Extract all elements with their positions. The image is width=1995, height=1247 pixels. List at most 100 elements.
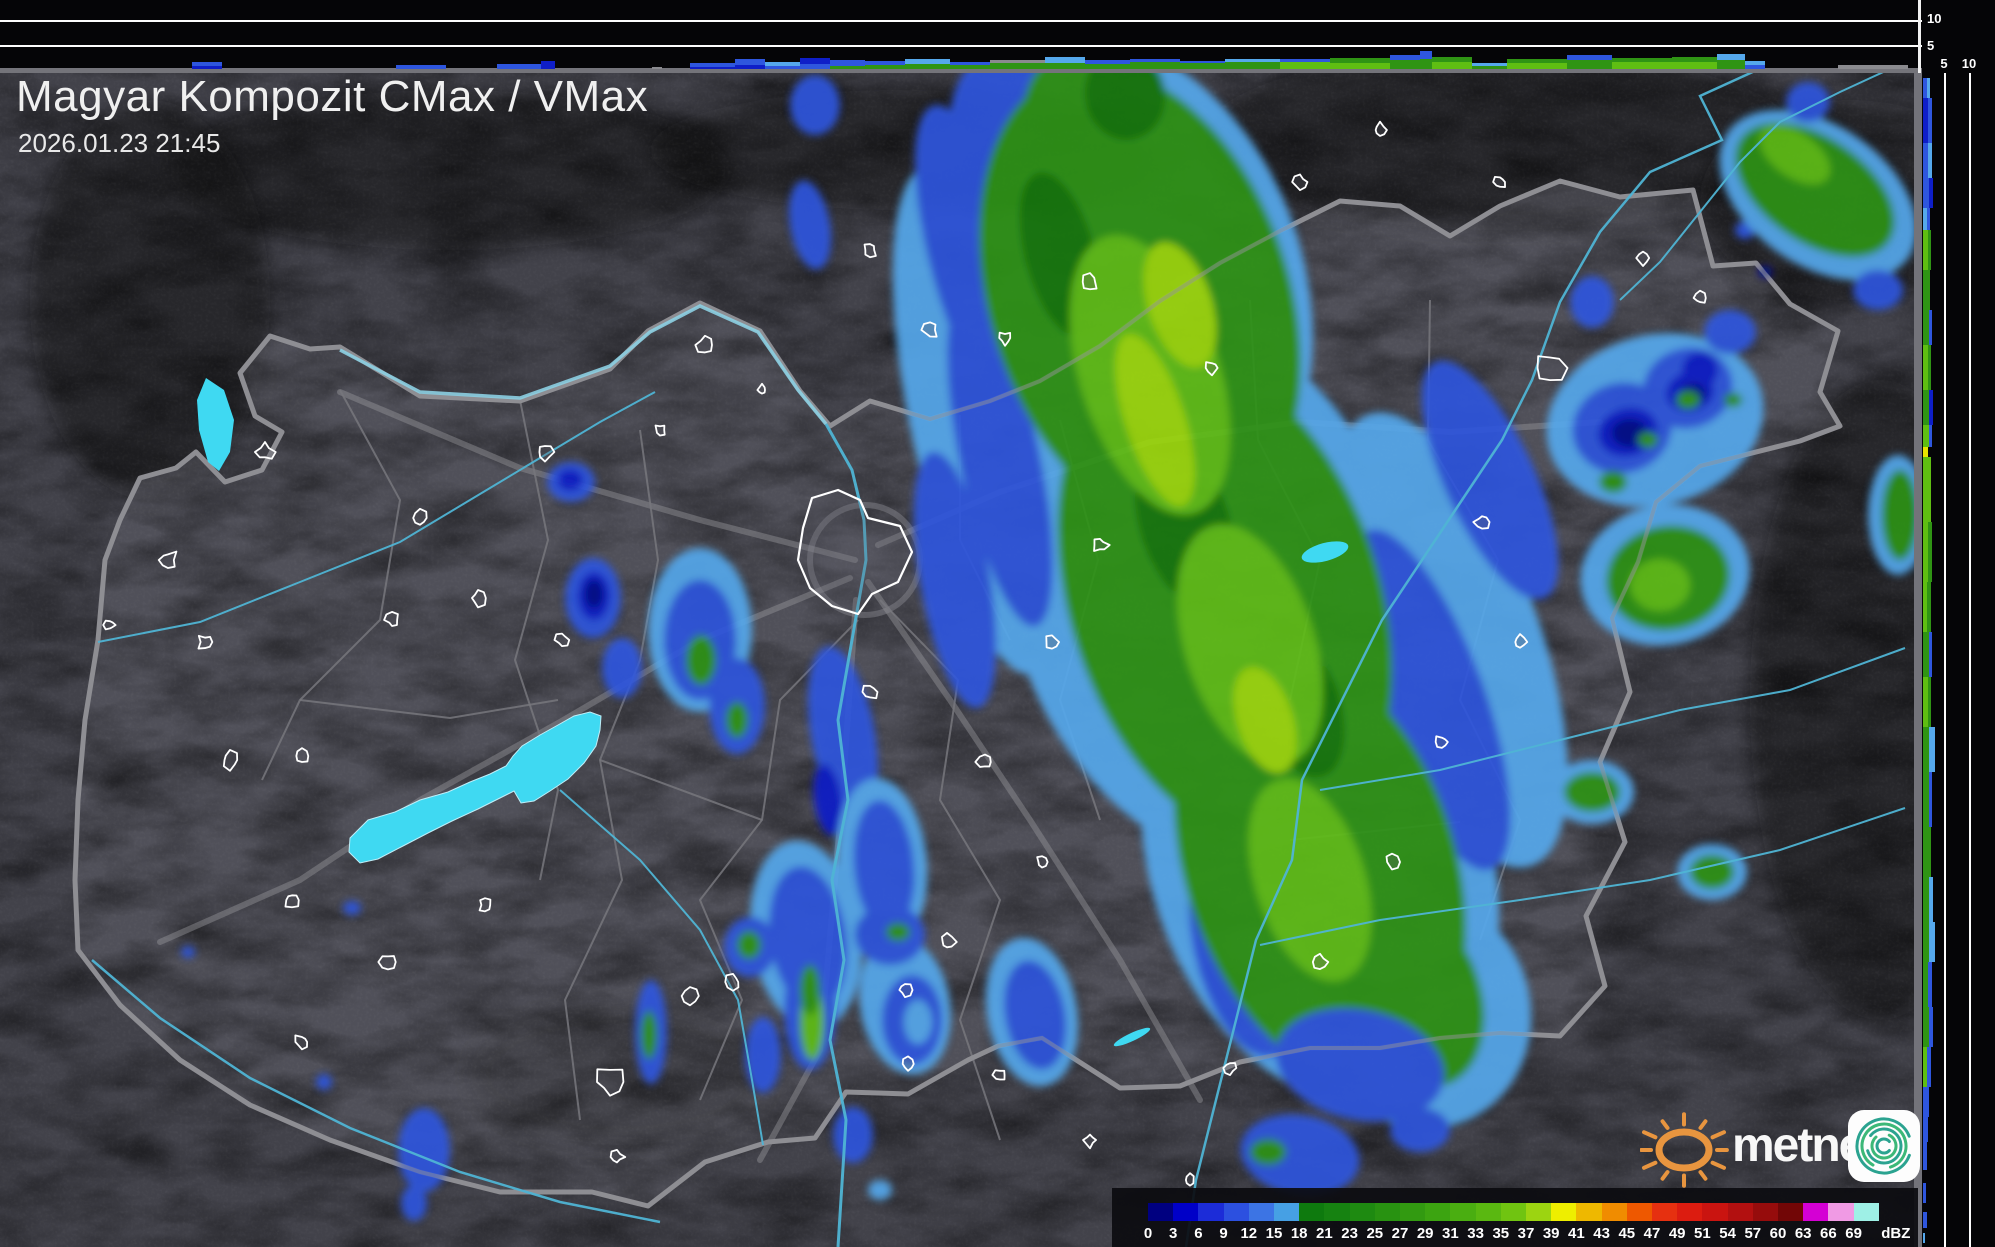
echo-blob: [1250, 1139, 1286, 1165]
top-profile-column-base: [192, 66, 222, 69]
top-profile-column: [735, 58, 765, 69]
city-outline: [1385, 852, 1401, 871]
echo-blob: [602, 638, 642, 698]
top-profile-column-base: [1330, 63, 1390, 69]
echo-blob: [1638, 432, 1658, 448]
scale-tick-label: 18: [1290, 1225, 1308, 1242]
echo-blob: [1630, 559, 1690, 611]
echo-blob: [401, 1185, 427, 1221]
scale-tick-label: 23: [1341, 1225, 1358, 1242]
right-profile-row-base: [1923, 98, 1928, 143]
city-outline: [680, 986, 700, 1007]
echo-blob: [343, 901, 361, 915]
top-profile-column-base: [830, 65, 865, 69]
top-profile-gridline-10km: [0, 20, 1922, 22]
top-profile-column-base: [990, 63, 1045, 69]
scale-swatch: [1803, 1203, 1829, 1221]
right-profile-row: [1923, 1212, 1928, 1228]
top-profile-column-base: [1225, 61, 1280, 69]
right-profile-row-base: [1923, 582, 1928, 632]
city-outline: [898, 983, 914, 999]
right-profile-row: [1923, 1047, 1932, 1087]
city-outline: [284, 894, 300, 909]
echo-blob: [1676, 391, 1700, 409]
top-profile-column: [192, 61, 222, 69]
city-outline: [553, 632, 571, 648]
county-border: [599, 759, 763, 821]
right-profile-row: [1923, 98, 1933, 143]
echo-blob: [1759, 125, 1831, 185]
echo-blob: [726, 702, 748, 738]
top-profile-column-base: [800, 64, 830, 69]
top-height-profile-strip: [0, 0, 1922, 73]
echo-blob: [181, 946, 195, 958]
right-profile-row-base: [1923, 345, 1928, 390]
city-outline: [1184, 1172, 1195, 1187]
echo-blob: [800, 965, 820, 1015]
scale-tick-label: 39: [1542, 1225, 1560, 1242]
scale-tick-label: 29: [1416, 1225, 1434, 1242]
country-border-overlay: [72, 178, 1843, 1209]
echo-blob: [1690, 855, 1734, 889]
echo-blob: [904, 1000, 932, 1044]
scale-swatch: [1551, 1203, 1577, 1221]
top-profile-column-base: [1472, 66, 1507, 69]
scale-tick-label: 57: [1744, 1225, 1762, 1242]
map-right-border-bar: [1914, 73, 1922, 1247]
scale-tick-label: 60: [1769, 1225, 1787, 1242]
right-profile-row-base: [1923, 270, 1928, 310]
right-profile-row-base: [1923, 1117, 1926, 1142]
right-profile-row: [1923, 1087, 1930, 1117]
scale-tick-label: 45: [1618, 1225, 1636, 1242]
city-outline: [1082, 1133, 1097, 1150]
scale-tick-label: 12: [1240, 1225, 1258, 1242]
right-profile-row-base: [1923, 827, 1928, 877]
scale-tick-label: 63: [1794, 1225, 1812, 1242]
city-outline: [471, 589, 487, 609]
scale-swatch: [1853, 1203, 1879, 1221]
scale-swatch: [1626, 1203, 1652, 1221]
county-border: [513, 399, 560, 881]
echo-blob: [585, 580, 603, 608]
top-profile-column-base: [690, 66, 735, 69]
danube-border-river: [339, 304, 828, 426]
city-outline: [412, 507, 428, 526]
echo-blob: [1564, 772, 1620, 812]
county-border: [698, 619, 859, 1101]
echo-blob: [1599, 471, 1627, 493]
echo-blob: [1233, 666, 1297, 774]
scale-swatch: [1702, 1203, 1728, 1221]
echo-blob: [1084, 73, 1166, 140]
river-line: [824, 423, 868, 1247]
top-profile-baseline: [0, 68, 1922, 73]
dbz-color-scale: 0 3 6 9 12 15 18 21 23 25 27 29 31 33 35 37 39 41 43 45 47 49…: [1112, 1188, 1918, 1247]
echo-blob: [1882, 470, 1914, 560]
right-profile-row-base: [1923, 78, 1927, 98]
echo-blob: [868, 1180, 892, 1200]
right-profile-row: [1923, 1142, 1927, 1170]
city-outline: [863, 243, 877, 259]
top-profile-column-base: [1130, 62, 1180, 69]
echo-blob: [1724, 393, 1742, 407]
city-outline: [1536, 355, 1569, 382]
top-profile-gridline-5km: [0, 45, 1922, 47]
scale-swatch: [1374, 1203, 1400, 1221]
lake-balaton: [348, 711, 602, 864]
right-profile-row-base: [1923, 1087, 1927, 1117]
right-profile-row-base: [1923, 178, 1929, 208]
top-profile-column-base: [396, 67, 446, 69]
right-profile-row-base: [1923, 1047, 1927, 1087]
echo-blob: [788, 180, 832, 270]
top-profile-column-base: [1045, 63, 1085, 69]
right-profile-row: [1923, 208, 1931, 230]
echo-blob: [1786, 82, 1830, 122]
city-outline: [991, 1069, 1006, 1081]
city-outline: [1291, 173, 1309, 192]
echo-blob: [316, 1074, 332, 1090]
right-profile-row-base: [1923, 962, 1928, 1007]
city-outline: [254, 441, 277, 460]
scale-tick-label: 51: [1694, 1225, 1711, 1242]
river-line: [1619, 73, 1884, 301]
